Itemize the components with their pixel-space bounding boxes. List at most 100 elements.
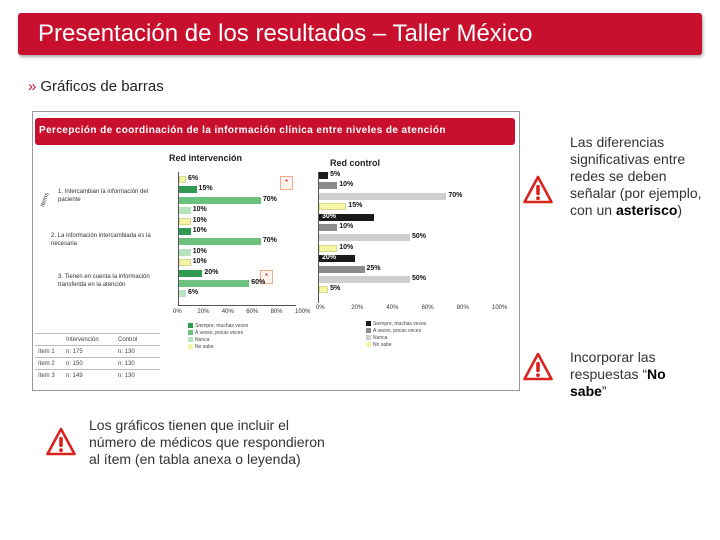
x-tick-left: 20% [197, 309, 210, 315]
table-cell: n: 130 [115, 345, 160, 358]
bar [179, 269, 203, 277]
table-row: ítem 3 n: 149 n: 130 [35, 369, 160, 382]
warning-icon [523, 175, 553, 204]
significance-marker-1: * [280, 176, 293, 190]
bar [319, 203, 347, 211]
subtitle: » Gráficos de barras [28, 78, 164, 95]
legend-label: A veces, pocas veces [373, 327, 422, 334]
bar [319, 172, 329, 179]
legend-item: Siempre, muchas veces [188, 322, 248, 329]
respondents-table: Intervención Control ítem 1 n: 175 n: 13… [35, 333, 160, 382]
bar [319, 224, 338, 231]
table-cell: n: 150 [63, 357, 115, 370]
bar [319, 286, 329, 294]
table-cell: ítem 3 [35, 369, 63, 382]
bar [179, 186, 197, 194]
legend-swatch [366, 335, 371, 340]
panel-title-intervencion: Red intervención [169, 153, 243, 163]
legend-label: A veces, pocas veces [195, 329, 244, 336]
note-text: Incorporar las respuestas “ [570, 349, 656, 382]
table-cell: ítem 2 [35, 357, 63, 370]
subtitle-text: Gráficos de barras [40, 78, 164, 95]
x-tick-right: 60% [421, 305, 434, 311]
x-tick-right: 100% [492, 305, 508, 311]
bar-value-label: 10% [192, 247, 207, 255]
legend-label: Siempre, muchas veces [373, 320, 427, 327]
right-panel-axis [318, 172, 319, 303]
bar-value-label: 15% [348, 202, 363, 210]
bar [179, 259, 191, 267]
table-cell: n: 130 [115, 369, 160, 382]
legend-item: No sabe [366, 341, 426, 348]
note-bold: asterisco [615, 202, 678, 218]
bar [319, 265, 365, 273]
warning-icon [46, 427, 76, 456]
legend-swatch [366, 321, 371, 326]
legend-item: No sabe [188, 343, 248, 350]
legend-swatch [188, 344, 193, 349]
note-text: Las diferencias significativas entre red… [570, 134, 702, 218]
x-tick-right: 0% [316, 305, 325, 311]
x-tick-left: 80% [270, 309, 283, 315]
legend-swatch [366, 342, 371, 347]
legend-swatch [366, 328, 371, 333]
table-cell: n: 175 [63, 345, 115, 358]
table-cell: Control [115, 333, 160, 346]
legend-swatch [188, 337, 193, 342]
table-header-row: Intervención Control [35, 333, 160, 346]
item-label-3: 3. Tienen en cuenta la información trans… [58, 274, 150, 288]
bar [179, 228, 191, 235]
bar [179, 217, 191, 225]
note-respondents: Los gráficos tienen que incluir el númer… [89, 417, 325, 467]
bar-value-label: 10% [339, 223, 354, 230]
x-tick-left: 60% [246, 309, 259, 315]
bar-value-label: 70% [262, 195, 277, 203]
x-tick-left: 40% [221, 309, 234, 315]
bar-value-label: 6% [188, 289, 199, 297]
left-panel-baseline [178, 305, 296, 306]
x-tick-left: 100% [295, 309, 311, 315]
table-cell [35, 333, 63, 346]
bar-value-label: 70% [448, 191, 463, 199]
bar-value-label: 10% [339, 243, 354, 251]
legend-item: A veces, pocas veces [188, 329, 248, 336]
bar [319, 276, 410, 283]
bar [179, 196, 261, 204]
legend-swatch [188, 323, 193, 328]
bar [319, 244, 338, 252]
legend-label: Nunca [373, 334, 388, 341]
bar-value-label: 10% [192, 206, 207, 214]
figure-title-bar: Percepción de coordinación de la informa… [35, 118, 515, 145]
bar [179, 248, 191, 256]
x-tick-left: 0% [173, 309, 182, 315]
bar [319, 182, 338, 190]
bar [179, 176, 187, 183]
note-text: ” [601, 383, 607, 399]
slide-title: Presentación de los resultados – Taller … [38, 20, 533, 47]
bar-value-label: 50% [412, 275, 427, 282]
figure-title: Percepción de coordinación de la informa… [39, 125, 446, 136]
legend-control: Siempre, muchas veces A veces, pocas vec… [366, 320, 426, 348]
bar-value-label: 10% [192, 227, 207, 234]
bar-value-label: 10% [339, 181, 354, 189]
table-row: ítem 2 n: 150 n: 130 [35, 357, 160, 370]
bar-value-label: 70% [262, 237, 277, 245]
legend-item: Siempre, muchas veces [366, 320, 426, 327]
x-tick-right: 20% [351, 305, 364, 311]
bar [319, 234, 410, 242]
note-bold: No sabe [570, 366, 666, 399]
legend-label: No sabe [373, 341, 392, 348]
vertical-axis-label: ítems [40, 192, 51, 208]
legend-item: Nunca [188, 336, 248, 343]
chart-figure: Percepción de coordinación de la informa… [32, 111, 520, 391]
bar-value-label: 15% [198, 185, 213, 193]
table-row: ítem 1 n: 175 n: 130 [35, 345, 160, 358]
bar-value-label: 6% [188, 175, 199, 182]
table-cell: n: 149 [63, 369, 115, 382]
bar [319, 213, 374, 221]
bar [319, 255, 356, 263]
bar-value-label: 25% [366, 264, 381, 272]
bar-value-label: 5% [330, 285, 341, 293]
bar [179, 207, 191, 215]
note-asterisk: Las diferencias significativas entre red… [570, 134, 708, 219]
